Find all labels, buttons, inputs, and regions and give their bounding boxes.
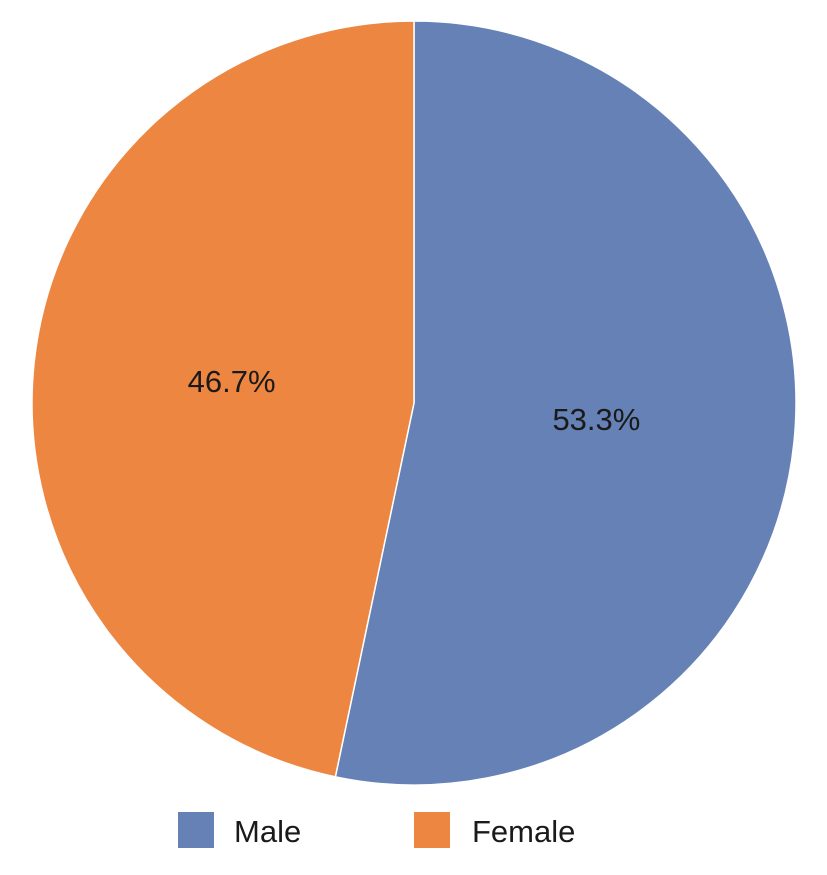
legend-label-male: Male [234,814,301,849]
legend: Male Female [178,812,575,849]
pie-slice-labels: 53.3% 46.7% [188,364,641,437]
pie-slice-male [334,20,797,786]
legend-swatch-male [178,812,214,848]
pie-slices [31,20,797,786]
legend-label-female: Female [472,814,575,849]
pie-slice-female [31,20,415,778]
pie-slice-label-female: 46.7% [188,364,276,399]
legend-swatch-female [414,812,450,848]
pie-slice-label-male: 53.3% [552,402,640,437]
